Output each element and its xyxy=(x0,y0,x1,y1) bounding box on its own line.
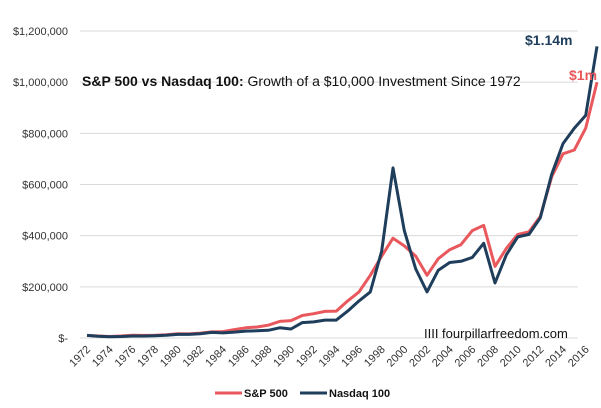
x-tick-label: 1998 xyxy=(362,344,388,370)
x-tick-label: 1990 xyxy=(271,344,297,370)
x-tick-label: 1988 xyxy=(249,344,275,370)
x-tick-label: 1996 xyxy=(339,344,365,370)
y-tick-label: $600,000 xyxy=(22,180,68,192)
gridlines xyxy=(80,30,578,339)
x-tick-label: 2000 xyxy=(385,344,411,370)
chart-title-rest: Growth of a $10,000 Investment Since 197… xyxy=(244,73,521,89)
x-tick-label: 1978 xyxy=(135,344,161,370)
x-tick-label: 2006 xyxy=(453,344,479,370)
chart-title: S&P 500 vs Nasdaq 100: Growth of a $10,0… xyxy=(82,73,521,89)
series-lines xyxy=(86,46,599,339)
x-tick-label: 1976 xyxy=(113,344,139,370)
x-axis-ticks: 1972197419761978198019821984198619881990… xyxy=(67,344,591,370)
y-tick-label: $- xyxy=(58,333,68,345)
x-tick-label: 1984 xyxy=(203,344,229,370)
x-tick-label: 1974 xyxy=(90,344,116,370)
x-tick-label: 2012 xyxy=(521,344,547,370)
x-tick-label: 1994 xyxy=(317,344,343,370)
x-tick-label: 2002 xyxy=(407,344,433,370)
sp500-line xyxy=(86,81,599,338)
x-tick-label: 2010 xyxy=(498,344,524,370)
sp500-end-label: $1m xyxy=(569,67,597,83)
x-tick-label: 1972 xyxy=(67,344,93,370)
y-tick-label: $1,200,000 xyxy=(13,26,68,38)
x-tick-label: 1980 xyxy=(158,344,184,370)
y-axis-ticks: $- $200,000 $400,000 $600,000 $800,000 $1,000… xyxy=(13,26,68,345)
x-tick-label: 1992 xyxy=(294,344,320,370)
y-tick-label: $400,000 xyxy=(22,231,68,243)
x-tick-label: 2014 xyxy=(543,344,569,370)
legend-label-nasdaq: Nasdaq 100 xyxy=(329,388,390,400)
y-tick-label: $800,000 xyxy=(22,128,68,140)
nasdaq-end-label: $1.14m xyxy=(525,32,572,48)
x-tick-label: 1986 xyxy=(226,344,252,370)
x-tick-label: 2008 xyxy=(475,344,501,370)
x-tick-label: 2004 xyxy=(430,344,456,370)
y-tick-label: $200,000 xyxy=(22,282,68,294)
nasdaq-line xyxy=(86,46,599,339)
legend: S&P 500 Nasdaq 100 xyxy=(215,388,390,400)
credit-text: IIII fourpillarfreedom.com xyxy=(424,326,568,341)
y-tick-label: $1,000,000 xyxy=(13,77,68,89)
x-tick-label: 1982 xyxy=(181,344,207,370)
chart-title-bold: S&P 500 vs Nasdaq 100: xyxy=(82,73,244,89)
legend-label-sp500: S&P 500 xyxy=(244,388,288,400)
x-tick-label: 2016 xyxy=(566,344,592,370)
